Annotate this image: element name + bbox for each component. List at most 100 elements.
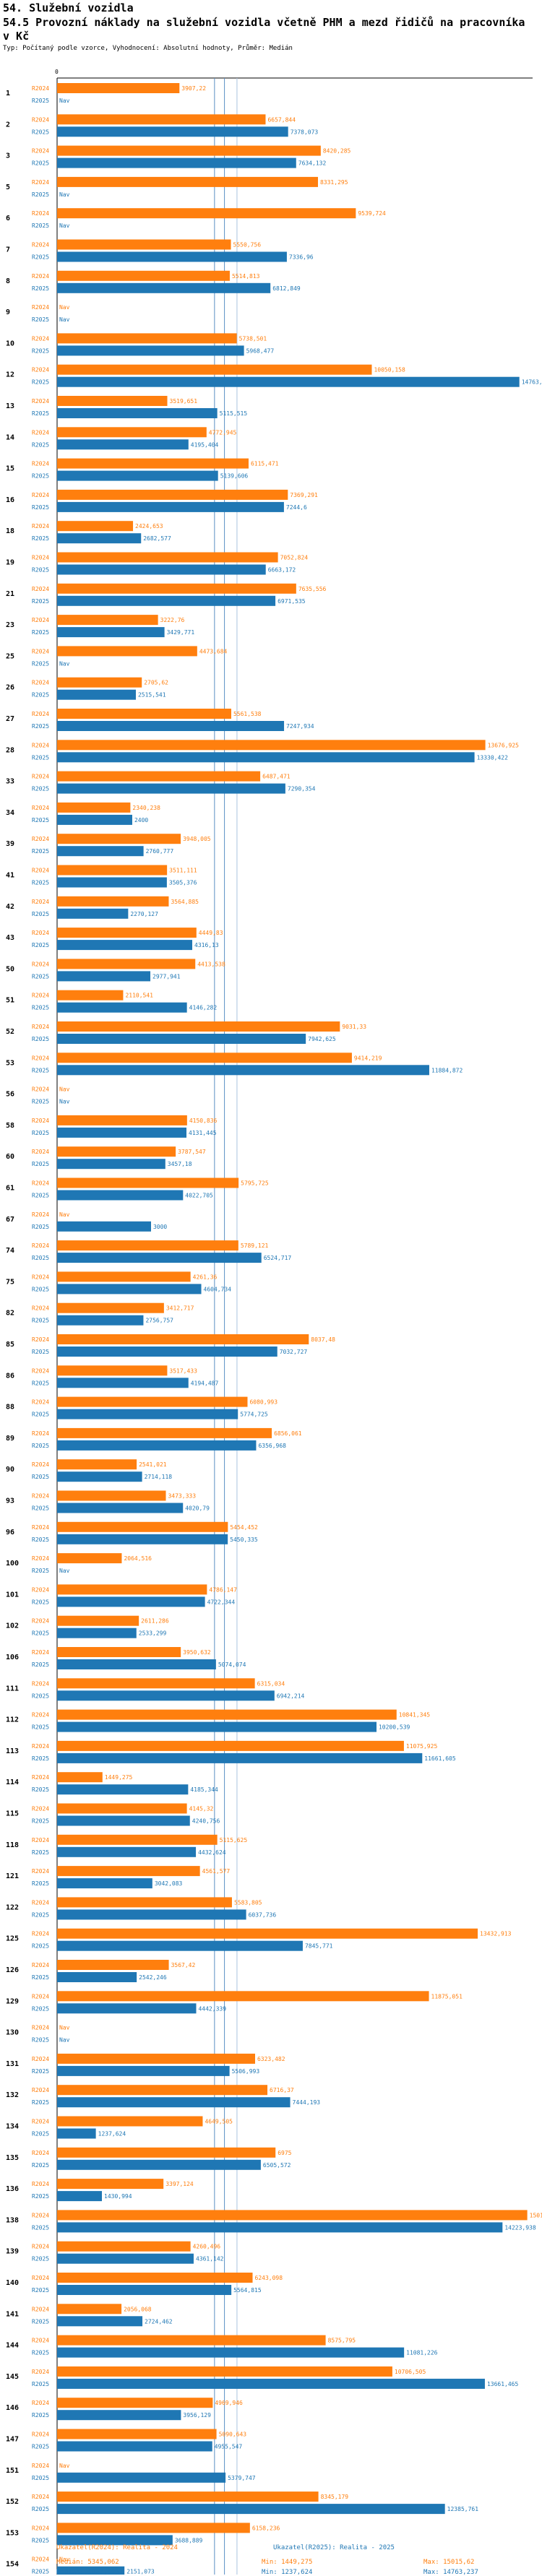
na-label-r2025: Nav <box>59 1099 70 1105</box>
bar-r2025 <box>57 1221 151 1232</box>
series-label-r2024: R2024 <box>32 2306 49 2312</box>
legend-r2025-max: Max: 14763,237 <box>423 2569 478 2576</box>
data-label-r2025: 3000 <box>153 1224 167 1230</box>
data-label-r2025: 6356,968 <box>258 1443 286 1449</box>
series-label-r2024: R2024 <box>32 2400 49 2406</box>
bar-r2024 <box>57 646 197 657</box>
bar-r2025 <box>57 2128 96 2139</box>
data-label-r2024: 7369,291 <box>290 492 318 498</box>
series-label-r2025: R2025 <box>32 2287 49 2294</box>
na-label-r2025: Nav <box>59 191 70 198</box>
series-label-r2024: R2024 <box>32 836 49 842</box>
data-label-r2025: 6942,214 <box>277 1693 305 1699</box>
data-label-r2024: 2340,238 <box>132 805 160 811</box>
data-label-r2025: 5564,815 <box>233 2287 262 2294</box>
bar-r2025 <box>57 846 144 857</box>
data-label-r2024: 8331,295 <box>320 179 348 186</box>
bar-r2025 <box>57 1752 423 1763</box>
bar-r2025 <box>57 1878 152 1889</box>
data-label-r2025: 1430,994 <box>104 2193 132 2200</box>
na-label-r2025: Nav <box>59 2037 70 2044</box>
data-label-r2025: 4146,282 <box>189 1005 218 1011</box>
series-label-r2025: R2025 <box>32 2475 49 2481</box>
data-label-r2024: 5795,725 <box>241 1180 269 1187</box>
series-label-r2025: R2025 <box>32 410 49 417</box>
category-label: 88 <box>6 1404 14 1412</box>
data-label-r2025: 6971,535 <box>278 598 306 605</box>
series-label-r2024: R2024 <box>32 1743 49 1750</box>
series-label-r2024: R2024 <box>32 993 49 999</box>
series-label-r2024: R2024 <box>32 680 49 686</box>
series-label-r2024: R2024 <box>32 1118 49 1124</box>
series-label-r2025: R2025 <box>32 2193 49 2200</box>
category-label: 115 <box>6 1810 19 1818</box>
category-label: 53 <box>6 1059 14 1067</box>
category-label: 111 <box>6 1685 19 1693</box>
data-label-r2024: 5454,452 <box>230 1524 258 1531</box>
data-label-r2024: 4449,83 <box>199 930 223 936</box>
series-label-r2024: R2024 <box>32 1055 49 1061</box>
bar-r2025 <box>57 1503 184 1513</box>
category-label: 118 <box>6 1841 19 1849</box>
data-label-r2024: 8345,179 <box>321 2494 349 2500</box>
bar-r2024 <box>57 2304 122 2314</box>
series-label-r2025: R2025 <box>32 598 49 605</box>
bar-r2024 <box>57 427 207 438</box>
bar-r2024 <box>57 677 142 688</box>
series-label-r2025: R2025 <box>32 1974 49 1981</box>
bar-r2024 <box>57 1177 239 1188</box>
bar-r2024 <box>57 709 231 719</box>
series-label-r2025: R2025 <box>32 1036 49 1042</box>
bar-r2024 <box>57 364 372 375</box>
bar-r2025 <box>57 2003 197 2014</box>
legend-r2025-median: Medián: 5027,606 <box>56 2569 119 2576</box>
data-label-r2024: 4261,36 <box>193 1274 218 1280</box>
category-label: 75 <box>6 1278 14 1286</box>
category-label: 42 <box>6 903 14 911</box>
na-label-r2024: Nav <box>59 2025 70 2031</box>
data-label-r2025: 5139,606 <box>220 473 249 480</box>
bar-r2024 <box>57 2179 164 2190</box>
data-label-r2024: 8420,285 <box>323 148 351 155</box>
bar-r2024 <box>57 2241 191 2252</box>
series-label-r2025: R2025 <box>32 2099 49 2106</box>
bar-r2025 <box>57 814 132 825</box>
legend-r2024-title: Ukazatel(R2024): Realita - 2024 <box>56 2544 178 2551</box>
bar-r2024 <box>57 552 278 563</box>
category-label: 113 <box>6 1747 19 1755</box>
bar-r2025 <box>57 251 287 262</box>
series-label-r2025: R2025 <box>32 2224 49 2231</box>
category-label: 153 <box>6 2529 19 2537</box>
series-label-r2024: R2024 <box>32 1555 49 1562</box>
na-label-r2025: Nav <box>59 1568 70 1574</box>
series-label-r2024: R2024 <box>32 1461 49 1468</box>
series-label-r2025: R2025 <box>32 2162 49 2169</box>
data-label-r2025: 3505,376 <box>169 880 197 886</box>
data-label-r2024: 6487,471 <box>262 774 291 780</box>
data-label-r2024: 3950,632 <box>183 1649 211 1656</box>
bar-r2024 <box>57 176 318 187</box>
series-label-r2025: R2025 <box>32 129 49 135</box>
bar-r2024 <box>57 865 168 876</box>
bar-r2025 <box>57 971 151 982</box>
series-label-r2025: R2025 <box>32 222 49 229</box>
bar-r2024 <box>57 928 197 938</box>
bar-r2024 <box>57 1803 187 1814</box>
category-label: 151 <box>6 2467 19 2475</box>
data-label-r2025: 2682,577 <box>143 535 171 542</box>
bar-r2025 <box>57 1127 187 1138</box>
bar-r2025 <box>57 689 136 700</box>
data-label-r2025: 4955,547 <box>215 2444 243 2450</box>
category-label: 18 <box>6 527 14 535</box>
data-label-r2025: 11081,226 <box>406 2350 438 2356</box>
series-label-r2024: R2024 <box>32 116 49 123</box>
data-label-r2025: 6812,849 <box>272 285 301 292</box>
series-label-r2025: R2025 <box>32 191 49 198</box>
series-label-r2025: R2025 <box>32 379 49 386</box>
series-label-r2025: R2025 <box>32 692 49 699</box>
series-label-r2025: R2025 <box>32 1786 49 1793</box>
bar-r2025 <box>57 533 142 544</box>
data-label-r2025: 7032,727 <box>280 1349 308 1355</box>
series-label-r2024: R2024 <box>32 523 49 530</box>
series-label-r2025: R2025 <box>32 1474 49 1480</box>
